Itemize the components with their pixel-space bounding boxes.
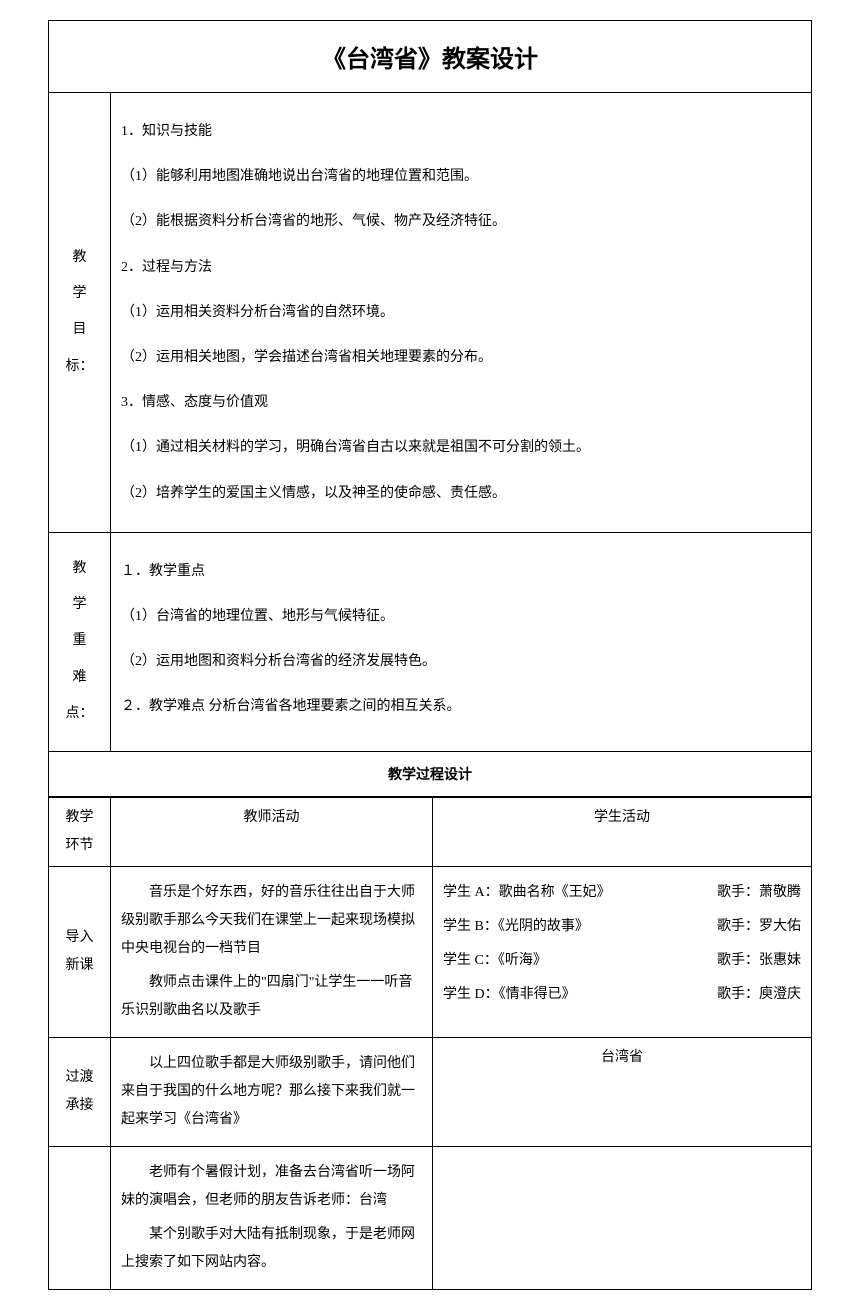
phase-cell: 导入新课 [49, 866, 111, 1037]
col-student: 学生活动 [433, 797, 812, 866]
table-row: 老师有个暑假计划，准备去台湾省听一场阿妹的演唱会，但老师的朋友告诉老师：台湾某个… [49, 1146, 812, 1289]
table-row: 过渡承接以上四位歌手都是大师级别歌手，请问他们来自于我国的什么地方呢？那么接下来… [49, 1037, 812, 1146]
teacher-paragraph: 音乐是个好东西，好的音乐往往出自于大师级别歌手那么今天我们在课堂上一起来现场模拟… [121, 879, 422, 963]
lesson-plan-table: 教学目标： 1．知识与技能 （1）能够利用地图准确地说出台湾省的地理位置和范围。… [48, 92, 812, 752]
table-row: 导入新课音乐是个好东西，好的音乐往往出自于大师级别歌手那么今天我们在课堂上一起来… [49, 866, 812, 1037]
teacher-paragraph: 老师有个暑假计划，准备去台湾省听一场阿妹的演唱会，但老师的朋友告诉老师：台湾 [121, 1159, 422, 1215]
obj-s3-title: 3．情感、态度与价值观 [121, 380, 801, 425]
student-answer-row: 学生 A：歌曲名称《王妃》 歌手：萧敬腾 [443, 879, 801, 907]
student-answer-row: 学生 B：《光阴的故事》 歌手：罗大佑 [443, 913, 801, 941]
teacher-paragraph: 教师点击课件上的"四扇门"让学生一一听音乐识别歌曲名以及歌手 [121, 969, 422, 1025]
teacher-cell: 以上四位歌手都是大师级别歌手，请问他们来自于我国的什么地方呢？那么接下来我们就一… [111, 1037, 433, 1146]
focus-p1-title: １．教学重点 [121, 549, 801, 594]
obj-s2-title: 2．过程与方法 [121, 245, 801, 290]
objectives-content: 1．知识与技能 （1）能够利用地图准确地说出台湾省的地理位置和范围。 （2）能根… [111, 93, 812, 533]
process-head-row: 教学环节 教师活动 学生活动 [49, 797, 812, 866]
student-center-text: 台湾省 [443, 1044, 801, 1072]
obj-s1-item1: （1）能够利用地图准确地说出台湾省的地理位置和范围。 [121, 154, 801, 199]
student-answer-right: 歌手：庾澄庆 [717, 981, 801, 1009]
focus-p2-line: ２．教学难点 分析台湾省各地理要素之间的相互关系。 [121, 684, 801, 729]
obj-s1-title: 1．知识与技能 [121, 109, 801, 154]
col-teacher: 教师活动 [111, 797, 433, 866]
student-answer-right: 歌手：罗大佑 [717, 913, 801, 941]
phase-cell [49, 1146, 111, 1289]
teacher-paragraph: 某个别歌手对大陆有抵制现象，于是老师网上搜索了如下网站内容。 [121, 1221, 422, 1277]
teacher-cell: 音乐是个好东西，好的音乐往往出自于大师级别歌手那么今天我们在课堂上一起来现场模拟… [111, 866, 433, 1037]
process-header: 教学过程设计 [48, 752, 812, 797]
teacher-cell: 老师有个暑假计划，准备去台湾省听一场阿妹的演唱会，但老师的朋友告诉老师：台湾某个… [111, 1146, 433, 1289]
obj-s2-item2: （2）运用相关地图，学会描述台湾省相关地理要素的分布。 [121, 335, 801, 380]
student-cell: 台湾省 [433, 1037, 812, 1146]
focus-label: 教学重难点： [49, 532, 111, 751]
student-answer-left: 学生 C：《听海》 [443, 947, 547, 975]
teacher-paragraph: 以上四位歌手都是大师级别歌手，请问他们来自于我国的什么地方呢？那么接下来我们就一… [121, 1050, 422, 1134]
student-answer-left: 学生 D：《情非得已》 [443, 981, 576, 1009]
student-answer-right: 歌手：张惠妹 [717, 947, 801, 975]
student-answer-left: 学生 A：歌曲名称《王妃》 [443, 879, 611, 907]
col-phase: 教学环节 [49, 797, 111, 866]
page-title: 《台湾省》教案设计 [48, 20, 812, 92]
obj-s1-item2: （2）能根据资料分析台湾省的地形、气候、物产及经济特征。 [121, 199, 801, 244]
student-answer-right: 歌手：萧敬腾 [717, 879, 801, 907]
obj-s2-item1: （1）运用相关资料分析台湾省的自然环境。 [121, 290, 801, 335]
student-cell: 学生 A：歌曲名称《王妃》歌手：萧敬腾学生 B：《光阴的故事》歌手：罗大佑学生 … [433, 866, 812, 1037]
obj-s3-item1: （1）通过相关材料的学习，明确台湾省自古以来就是祖国不可分割的领土。 [121, 425, 801, 470]
student-answer-row: 学生 D：《情非得已》 歌手：庾澄庆 [443, 981, 801, 1009]
student-answer-row: 学生 C：《听海》 歌手：张惠妹 [443, 947, 801, 975]
objectives-label: 教学目标： [49, 93, 111, 533]
focus-content: １．教学重点 （1）台湾省的地理位置、地形与气候特征。 （2）运用地图和资料分析… [111, 532, 812, 751]
phase-cell: 过渡承接 [49, 1037, 111, 1146]
focus-p1-item1: （1）台湾省的地理位置、地形与气候特征。 [121, 594, 801, 639]
obj-s3-item2: （2）培养学生的爱国主义情感，以及神圣的使命感、责任感。 [121, 471, 801, 516]
student-answer-left: 学生 B：《光阴的故事》 [443, 913, 589, 941]
student-cell [433, 1146, 812, 1289]
focus-p1-item2: （2）运用地图和资料分析台湾省的经济发展特色。 [121, 639, 801, 684]
